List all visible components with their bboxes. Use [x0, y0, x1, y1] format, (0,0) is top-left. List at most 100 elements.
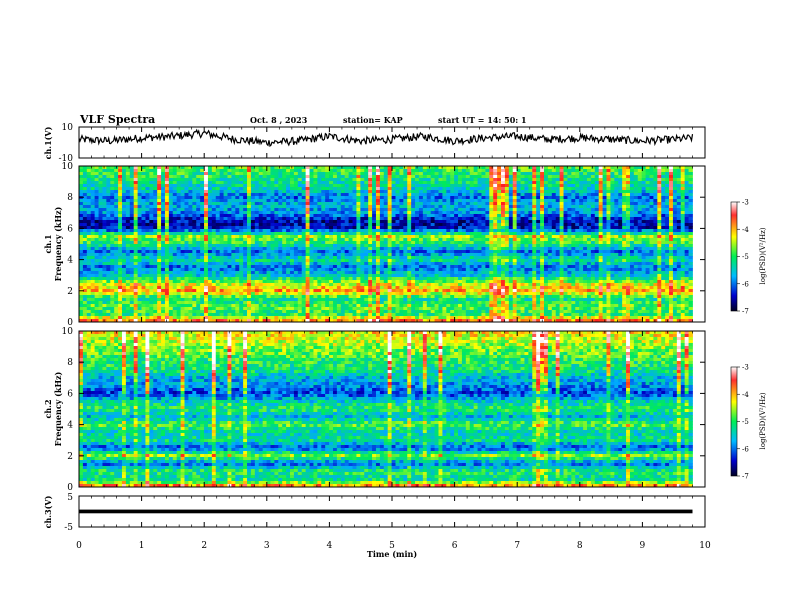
spectrogram-cell: [540, 172, 545, 176]
spectrogram-cell: [360, 247, 365, 251]
spectrogram-cell: [172, 223, 178, 227]
spectrogram-cell: [375, 190, 381, 194]
spectrogram-cell: [211, 238, 217, 242]
spectrogram-cell: [485, 241, 490, 245]
spectrogram-cell: [141, 232, 146, 236]
spectrogram-cell: [247, 181, 252, 185]
spectrogram-cell: [79, 184, 84, 188]
spectrogram-cell: [250, 196, 256, 200]
spectrogram-cell: [180, 199, 185, 203]
spectrogram-cell: [528, 253, 533, 257]
spectrogram-cell: [618, 205, 623, 209]
spectrogram-cell: [94, 226, 99, 230]
spectrogram-cell: [309, 226, 314, 230]
spectrogram-cell: [465, 211, 471, 215]
spectrogram-cell: [317, 178, 322, 182]
spectrogram-cell: [231, 205, 236, 209]
spectrogram-cell: [344, 193, 350, 197]
spectrogram-cell: [309, 205, 314, 209]
spectrogram-cell: [508, 187, 514, 191]
spectrogram-cell: [458, 220, 463, 224]
spectrogram-cell: [622, 220, 627, 224]
spectrogram-cell: [157, 247, 162, 251]
spectrogram-cell: [79, 190, 84, 194]
spectrogram-cell: [501, 202, 506, 206]
spectrogram-cell: [469, 196, 475, 200]
spectrogram-cell: [286, 244, 291, 248]
spectrogram-cell: [352, 244, 357, 248]
spectrogram-cell: [450, 181, 455, 185]
spectrogram-cell: [188, 250, 193, 254]
spectrogram-cell: [641, 238, 646, 242]
spectrogram-cell: [504, 244, 510, 248]
spectrogram-cell: [278, 226, 283, 230]
spectrogram-cell: [98, 172, 103, 176]
spectrogram-cell: [383, 202, 389, 206]
spectrogram-cell: [200, 250, 205, 254]
spectrogram-cell: [340, 229, 346, 233]
spectrogram-cell: [90, 214, 96, 218]
spectrogram-cell: [399, 256, 404, 260]
spectrogram-cell: [661, 232, 666, 236]
spectrogram-cell: [512, 241, 518, 245]
spectrogram-cell: [403, 193, 408, 197]
spectrogram-cell: [528, 238, 533, 242]
spectrogram-cell: [336, 181, 342, 185]
spectrogram-cell: [524, 214, 529, 218]
spectrogram-cell: [586, 208, 592, 212]
spectrogram-cell: [571, 202, 576, 206]
spectrogram-cell: [118, 253, 123, 257]
spectrogram-cell: [684, 214, 689, 218]
spectrogram-cell: [395, 223, 400, 227]
spectrogram-cell: [200, 241, 205, 245]
spectrogram-cell: [164, 247, 170, 251]
spectrogram-cell: [364, 193, 369, 197]
spectrogram-cell: [426, 238, 432, 242]
spectrogram-cell: [364, 226, 369, 230]
spectrogram-cell: [415, 226, 420, 230]
spectrogram-cell: [368, 172, 373, 176]
spectrogram-cell: [207, 232, 213, 236]
spectrogram-cell: [258, 175, 264, 179]
spectrogram-cell: [243, 244, 248, 248]
spectrogram-cell: [555, 172, 561, 176]
spectrogram-cell: [473, 250, 478, 254]
spectrogram-cell: [172, 217, 178, 221]
spectrogram-cell: [344, 178, 350, 182]
spectrogram-cell: [340, 232, 346, 236]
spectrogram-cell: [332, 184, 338, 188]
spectrogram-cell: [243, 223, 248, 227]
spectrogram-cell: [543, 250, 549, 254]
spectrogram-cell: [211, 205, 217, 209]
spectrogram-cell: [375, 166, 381, 170]
spectrogram-cell: [618, 172, 623, 176]
ch1-waveform-line: [78, 128, 694, 148]
spectrogram-cell: [372, 184, 377, 188]
spectrogram-cell: [329, 250, 334, 254]
spectrogram-cell: [547, 253, 553, 257]
spectrogram-cell: [317, 208, 322, 212]
spectrogram-cell: [125, 187, 131, 191]
spectrogram-cell: [532, 187, 537, 191]
spectrogram-cell: [250, 217, 256, 221]
spectrogram-cell: [344, 190, 350, 194]
spectrogram-cell: [458, 256, 463, 260]
spectrogram-cell: [231, 238, 236, 242]
spectrogram-cell: [157, 232, 162, 236]
spectrogram-cell: [145, 166, 150, 170]
spectrogram-cell: [672, 175, 678, 179]
spectrogram-cell: [125, 196, 131, 200]
spectrogram-cell: [528, 172, 533, 176]
spectrogram-cell: [297, 223, 303, 227]
spectrogram-cell: [106, 175, 111, 179]
spectrogram-cell: [477, 187, 482, 191]
spectrogram-cell: [489, 211, 494, 215]
spectrogram-cell: [239, 250, 244, 254]
spectrogram-cell: [430, 193, 435, 197]
spectrogram-cell: [669, 181, 674, 185]
spectrogram-cell: [82, 172, 88, 176]
spectrogram-cell: [254, 232, 260, 236]
spectrogram-cell: [118, 190, 123, 194]
spectrogram-cell: [614, 250, 619, 254]
